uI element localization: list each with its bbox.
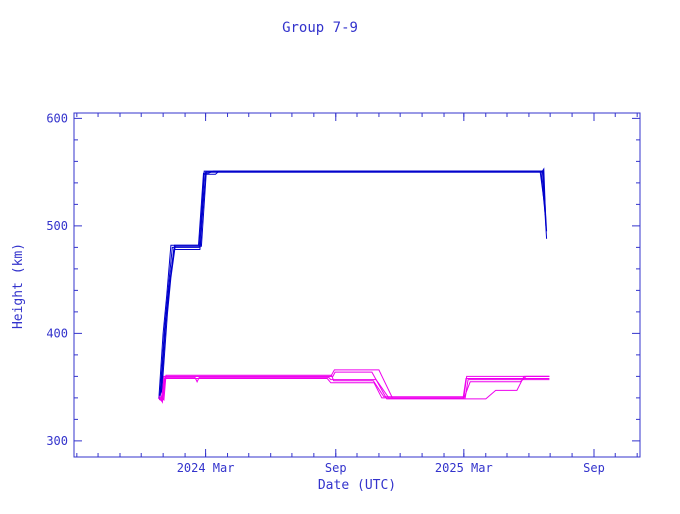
y-tick-label: 600 bbox=[46, 111, 68, 125]
series-layer bbox=[157, 167, 550, 404]
series-line-9 bbox=[159, 374, 550, 402]
series-line-10 bbox=[160, 376, 550, 399]
y-tick-label: 500 bbox=[46, 219, 68, 233]
series-line-3 bbox=[159, 167, 547, 396]
y-tick-label: 300 bbox=[46, 434, 68, 448]
y-axis-label: Height (km) bbox=[11, 243, 26, 329]
series-line-2 bbox=[159, 170, 548, 401]
series-line-6 bbox=[157, 369, 550, 403]
chart-title: Group 7-9 bbox=[282, 20, 358, 36]
x-tick-label: Sep bbox=[325, 461, 347, 475]
y-tick-label: 400 bbox=[46, 326, 68, 340]
x-tick-label: 2024 Mar bbox=[177, 461, 235, 475]
series-line-5 bbox=[161, 171, 545, 394]
series-line-4 bbox=[160, 170, 546, 393]
x-tick-label: 2025 Mar bbox=[435, 461, 493, 475]
x-tick-label: Sep bbox=[583, 461, 605, 475]
plot-frame bbox=[73, 112, 641, 458]
x-axis-label: Date (UTC) bbox=[318, 478, 396, 493]
axis-ticks: 300 400 500 600 2024 Mar Sep 2025 Mar Sep bbox=[46, 111, 640, 475]
series-line-1 bbox=[158, 170, 548, 398]
